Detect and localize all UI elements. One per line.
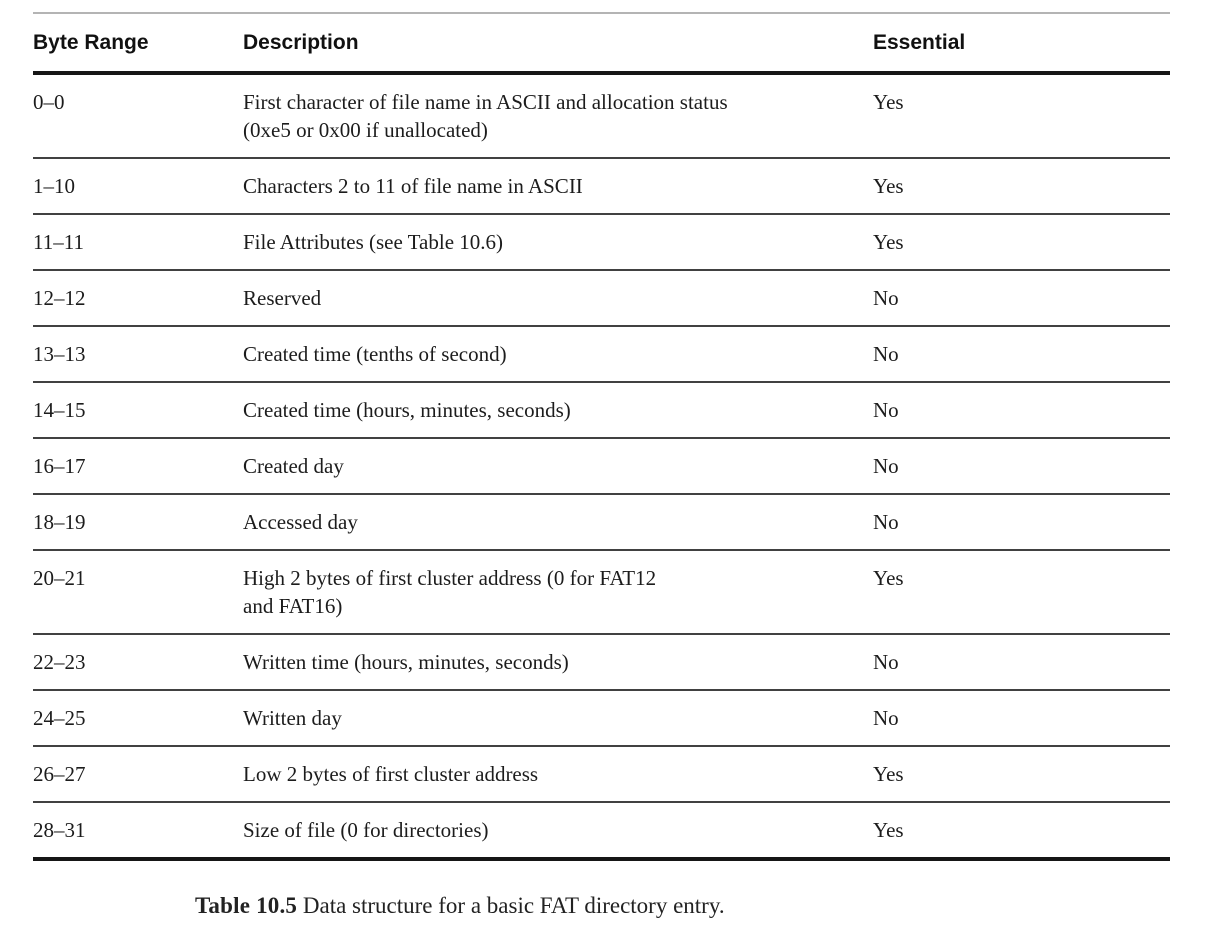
table-row: 20–21 High 2 bytes of first cluster addr…	[33, 550, 1170, 634]
fat-directory-entry-table: Byte Range Description Essential 0–0 Fir…	[33, 12, 1170, 861]
column-header-description: Description	[243, 31, 359, 54]
essential-cell: Yes	[873, 762, 904, 786]
table-caption: Table 10.5 Data structure for a basic FA…	[33, 861, 1219, 920]
table-body: 0–0 First character of file name in ASCI…	[33, 73, 1170, 859]
table-row: 24–25 Written day No	[33, 690, 1170, 746]
essential-cell: No	[873, 650, 899, 674]
description-cell: Low 2 bytes of first cluster address	[243, 762, 539, 786]
table-row: 28–31 Size of file (0 for directories) Y…	[33, 802, 1170, 859]
description-cell: Reserved	[243, 286, 322, 310]
essential-cell: No	[873, 398, 899, 422]
byte-range-cell: 12–12	[33, 286, 86, 310]
byte-range-cell: 26–27	[33, 762, 86, 786]
byte-range-cell: 28–31	[33, 818, 86, 842]
table-row: 12–12 Reserved No	[33, 270, 1170, 326]
table-row: 14–15 Created time (hours, minutes, seco…	[33, 382, 1170, 438]
table-header: Byte Range Description Essential	[33, 13, 1170, 73]
table-row: 0–0 First character of file name in ASCI…	[33, 73, 1170, 158]
table-caption-label: Table 10.5	[195, 893, 298, 918]
description-cell: Created time (hours, minutes, seconds)	[243, 398, 571, 422]
description-cell: Characters 2 to 11 of file name in ASCII	[243, 174, 583, 198]
byte-range-cell: 13–13	[33, 342, 86, 366]
byte-range-cell: 1–10	[33, 174, 75, 198]
column-header-essential: Essential	[873, 31, 966, 54]
essential-cell: No	[873, 454, 899, 478]
table-row: 26–27 Low 2 bytes of first cluster addre…	[33, 746, 1170, 802]
table-header-row: Byte Range Description Essential	[33, 13, 1170, 73]
byte-range-cell: 24–25	[33, 706, 86, 730]
description-cell: First character of file name in ASCII an…	[243, 90, 728, 142]
description-cell: Written time (hours, minutes, seconds)	[243, 650, 569, 674]
column-header-byte-range: Byte Range	[33, 31, 149, 54]
essential-cell: No	[873, 510, 899, 534]
table-row: 22–23 Written time (hours, minutes, seco…	[33, 634, 1170, 690]
byte-range-cell: 11–11	[33, 230, 84, 254]
essential-cell: No	[873, 706, 899, 730]
byte-range-cell: 22–23	[33, 650, 86, 674]
description-cell: Accessed day	[243, 510, 358, 534]
byte-range-cell: 20–21	[33, 566, 86, 590]
description-cell: Created time (tenths of second)	[243, 342, 507, 366]
table-caption-text: Data structure for a basic FAT directory…	[297, 893, 725, 918]
byte-range-cell: 0–0	[33, 90, 65, 114]
byte-range-cell: 14–15	[33, 398, 86, 422]
byte-range-cell: 18–19	[33, 510, 86, 534]
table-row: 16–17 Created day No	[33, 438, 1170, 494]
essential-cell: Yes	[873, 90, 904, 114]
table-row: 1–10 Characters 2 to 11 of file name in …	[33, 158, 1170, 214]
table-row: 18–19 Accessed day No	[33, 494, 1170, 550]
essential-cell: Yes	[873, 818, 904, 842]
essential-cell: Yes	[873, 174, 904, 198]
description-cell: Size of file (0 for directories)	[243, 818, 489, 842]
table-row: 13–13 Created time (tenths of second) No	[33, 326, 1170, 382]
byte-range-cell: 16–17	[33, 454, 86, 478]
essential-cell: Yes	[873, 230, 904, 254]
description-cell: Created day	[243, 454, 344, 478]
description-cell: High 2 bytes of first cluster address (0…	[243, 566, 657, 618]
description-cell: Written day	[243, 706, 342, 730]
table-row: 11–11 File Attributes (see Table 10.6) Y…	[33, 214, 1170, 270]
essential-cell: No	[873, 286, 899, 310]
description-cell: File Attributes (see Table 10.6)	[243, 230, 504, 254]
essential-cell: No	[873, 342, 899, 366]
essential-cell: Yes	[873, 566, 904, 590]
